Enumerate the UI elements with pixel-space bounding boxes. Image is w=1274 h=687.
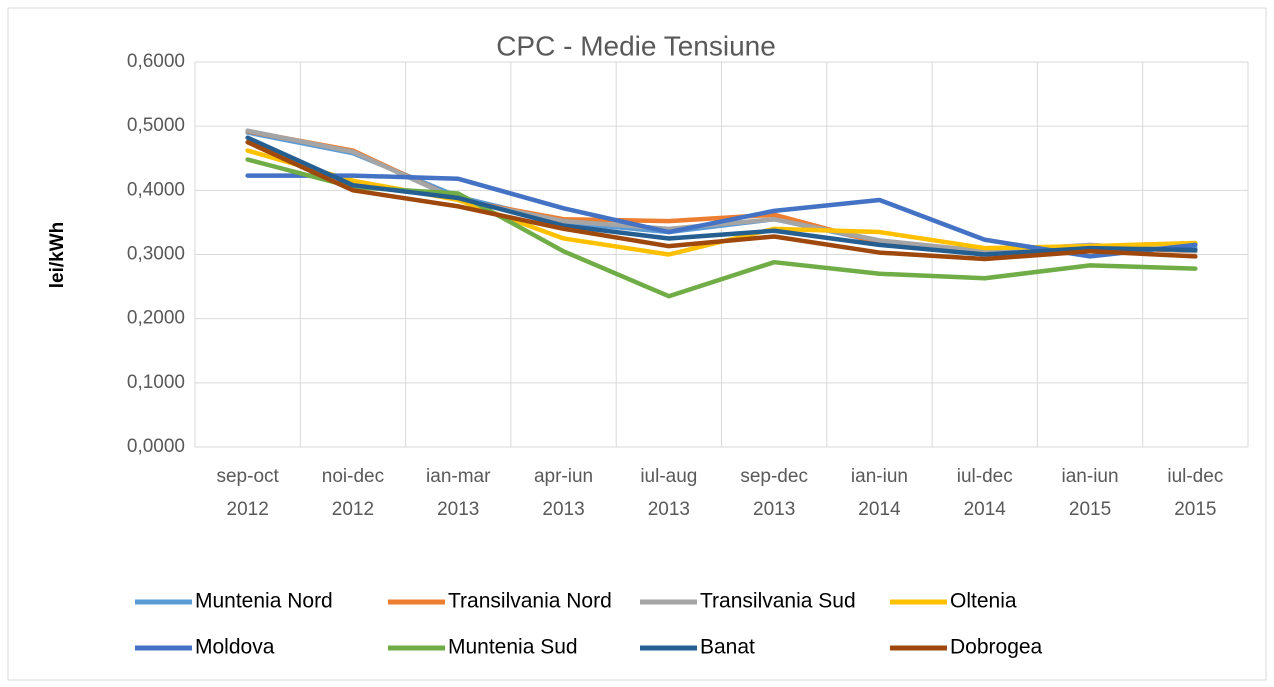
x-tick-label: ian-mar 2013: [426, 466, 491, 520]
legend-label: Oltenia: [950, 590, 1017, 613]
x-tick-label: iul-dec 2015: [1167, 466, 1223, 520]
x-tick-label: noi-dec 2012: [322, 466, 384, 520]
y-axis-label: lei/kWh: [47, 222, 68, 289]
chart-border: [7, 7, 1267, 681]
legend-label: Moldova: [195, 636, 275, 659]
series-line: [245, 173, 1198, 259]
legend-label: Muntenia Nord: [195, 590, 333, 613]
series-line: [245, 139, 1198, 262]
legend-label: Transilvania Sud: [700, 590, 856, 613]
x-tick-label: iul-aug 2013: [640, 466, 697, 520]
y-tick-label: 0,4000: [127, 179, 185, 200]
series-line: [245, 135, 1198, 257]
x-tick-label: ian-iun 2015: [1062, 466, 1119, 520]
legend-label: Muntenia Sud: [448, 636, 578, 659]
y-tick-label: 0,3000: [127, 244, 185, 265]
y-tick-label: 0,2000: [127, 308, 185, 329]
y-tick-label: 0,6000: [127, 51, 185, 72]
x-tick-label: apr-iun 2013: [534, 466, 593, 520]
y-tick-label: 0,0000: [127, 436, 185, 457]
x-tick-label: sep-dec 2013: [740, 466, 808, 520]
y-tick-label: 0,5000: [127, 115, 185, 136]
x-tick-label: ian-iun 2014: [851, 466, 908, 520]
x-tick-label: iul-dec 2014: [957, 466, 1013, 520]
legend-label: Banat: [700, 636, 755, 659]
chart-title: CPC - Medie Tensiune: [496, 30, 776, 61]
legend-label: Transilvania Nord: [448, 590, 612, 613]
y-tick-label: 0,1000: [127, 372, 185, 393]
x-tick-label: sep-oct 2012: [216, 466, 279, 520]
legend-label: Dobrogea: [950, 636, 1043, 659]
